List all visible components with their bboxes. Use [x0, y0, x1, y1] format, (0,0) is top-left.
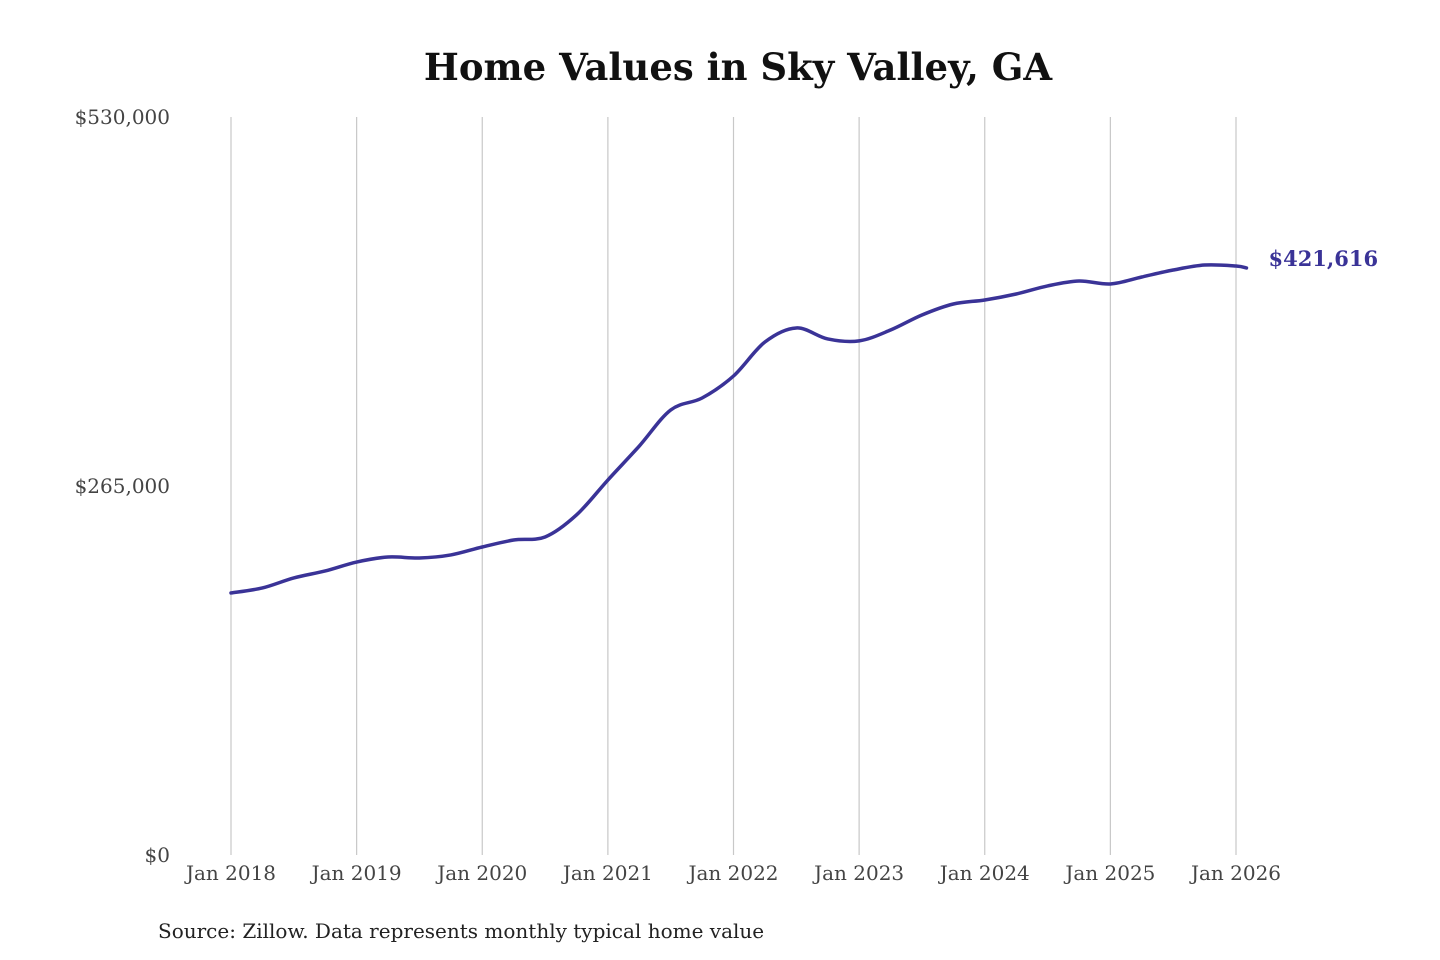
y-axis: $0 $265,000 $530,000	[75, 105, 170, 867]
x-axis: Jan 2018 Jan 2019 Jan 2020 Jan 2021 Jan 2022…	[184, 861, 1281, 885]
gridlines	[230, 117, 1237, 855]
x-tick-label: Jan 2023	[812, 861, 904, 885]
y-tick-label: $530,000	[75, 105, 170, 129]
y-tick-label: $265,000	[75, 474, 170, 498]
x-tick-label: Jan 2019	[310, 861, 402, 885]
x-tick-label: Jan 2020	[435, 861, 527, 885]
end-value-label: $421,616	[1268, 246, 1378, 271]
x-tick-label: Jan 2018	[184, 861, 276, 885]
x-tick-label: Jan 2021	[561, 861, 653, 885]
series-line	[229, 263, 1249, 595]
x-tick-label: Jan 2022	[686, 861, 778, 885]
chart-title: Home Values in Sky Valley, GA	[424, 45, 1054, 89]
x-tick-label: Jan 2026	[1189, 861, 1281, 885]
source-note: Source: Zillow. Data represents monthly …	[158, 919, 764, 943]
y-tick-label: $0	[145, 843, 170, 867]
x-tick-label: Jan 2024	[938, 861, 1030, 885]
x-tick-label: Jan 2025	[1063, 861, 1155, 885]
